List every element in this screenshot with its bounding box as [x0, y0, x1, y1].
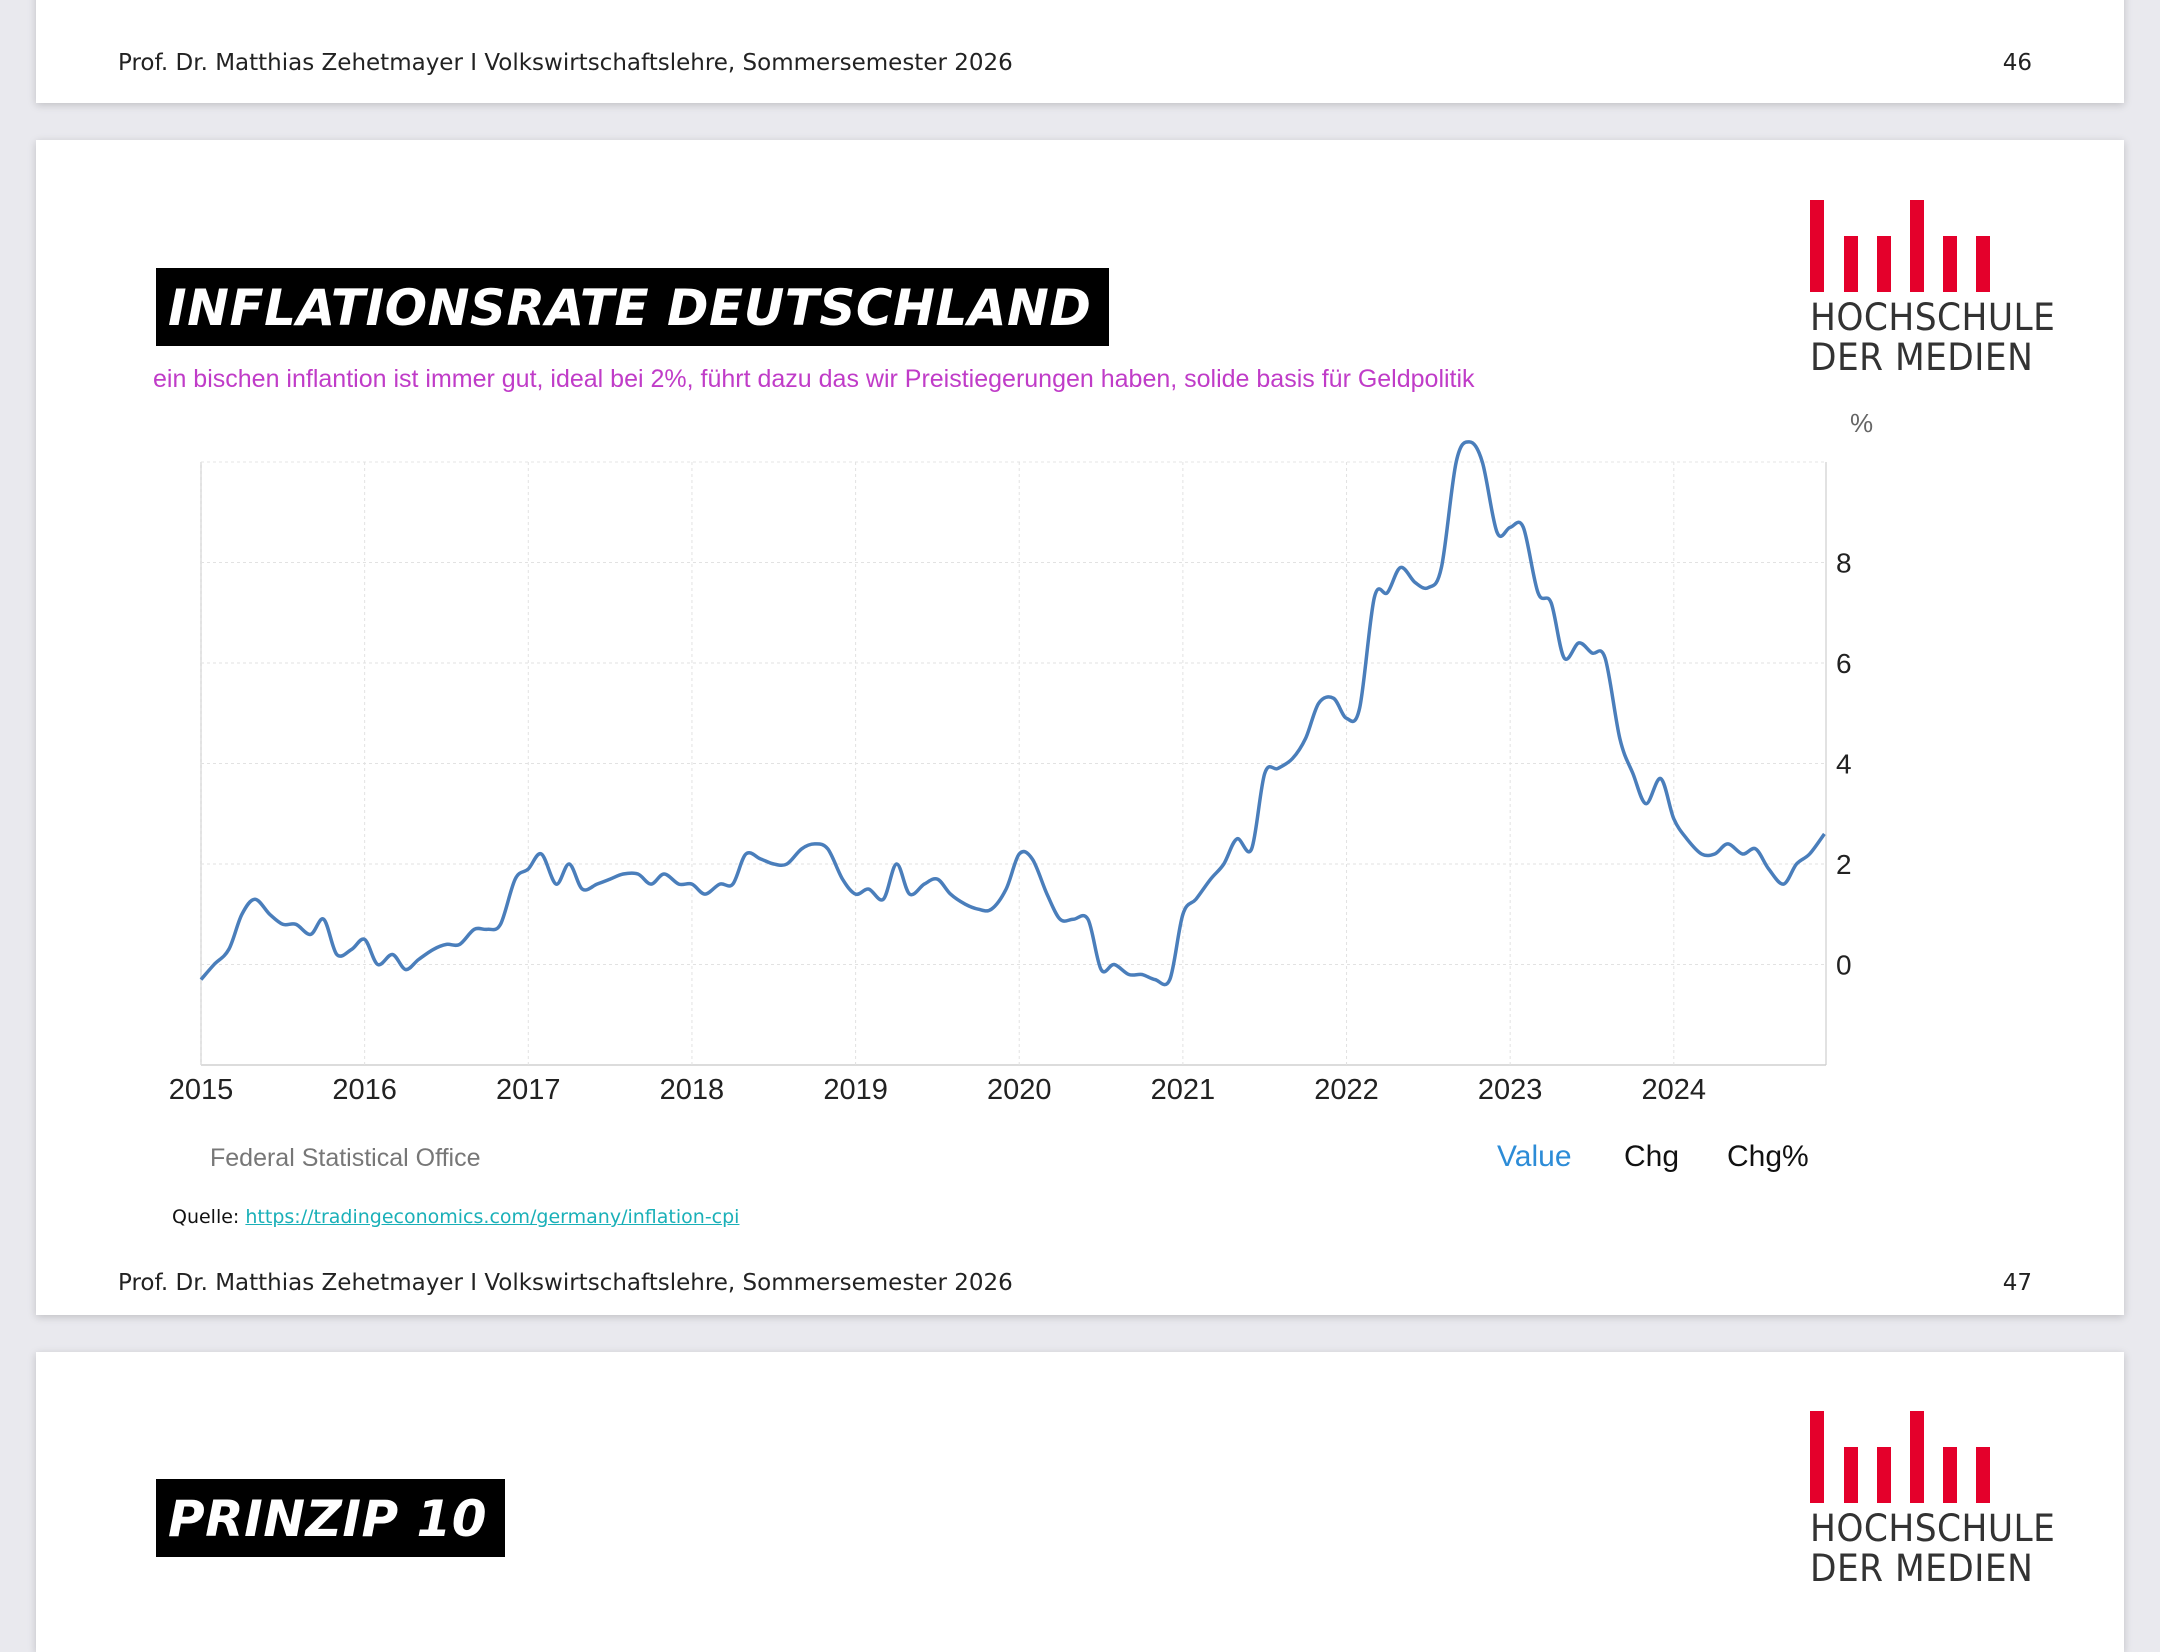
- x-tick-label: 2018: [660, 1074, 725, 1106]
- inflation-chart: 0 2 4 6 8 2015 2016 2017 2018 2019 2020 2021 2022 20…: [169, 408, 1873, 1106]
- legend-chg-tab[interactable]: Chg: [1624, 1140, 1680, 1173]
- x-tick-label: 2019: [823, 1074, 888, 1106]
- source-line: Quelle: https://tradingeconomics.com/ger…: [172, 1206, 739, 1228]
- x-tick-label: 2021: [1151, 1074, 1216, 1106]
- y-tick-label: 6: [1836, 648, 1852, 679]
- slide-46: Prof. Dr. Matthias Zehetmayer I Volkswir…: [36, 0, 2124, 103]
- x-tick-label: 2015: [169, 1074, 234, 1106]
- series-line-value: [199, 440, 1826, 987]
- x-tick-label: 2017: [496, 1074, 561, 1106]
- slide-title: INFLATIONSRATE DEUTSCHLAND: [156, 268, 1110, 346]
- chart-source-label: Federal Statistical Office: [210, 1144, 481, 1172]
- hdm-logo: HOCHSCHULE DER MEDIEN: [1810, 200, 2055, 379]
- y-tick-label: 8: [1836, 548, 1852, 579]
- y-tick-label: 2: [1836, 849, 1852, 880]
- logo-text-line1: HOCHSCHULE: [1810, 1507, 2056, 1550]
- hdm-logo: HOCHSCHULE DER MEDIEN: [1810, 1411, 2056, 1590]
- footer-author: Prof. Dr. Matthias Zehetmayer I Volkswir…: [118, 50, 1013, 76]
- y-tick-label: 4: [1836, 749, 1852, 780]
- slide-48: PRINZIP 10 HOCHSCHULE DER MEDIEN: [36, 1352, 2124, 1652]
- x-tick-label: 2016: [332, 1074, 397, 1106]
- legend-chgpct-tab[interactable]: Chg%: [1727, 1140, 1809, 1173]
- logo-text-line2: DER MEDIEN: [1810, 1547, 2034, 1590]
- footer-author: Prof. Dr. Matthias Zehetmayer I Volkswir…: [118, 1270, 1013, 1296]
- page-number: 46: [2002, 50, 2032, 76]
- slide-subtitle: ein bischen inflantion ist immer gut, id…: [153, 365, 1475, 393]
- logo-text-line2: DER MEDIEN: [1810, 336, 2034, 379]
- x-tick-label: 2022: [1314, 1074, 1379, 1106]
- x-tick-label: 2023: [1478, 1074, 1543, 1106]
- logo-bars-icon: [1810, 200, 2020, 292]
- slide-47: INFLATIONSRATE DEUTSCHLAND HOCHSCHULE DE…: [36, 140, 2124, 1315]
- y-tick-label: 0: [1836, 950, 1852, 981]
- y-unit-label: %: [1850, 408, 1873, 438]
- slide-title: PRINZIP 10: [156, 1479, 506, 1557]
- source-link[interactable]: https://tradingeconomics.com/germany/inf…: [245, 1206, 740, 1228]
- legend-value-tab[interactable]: Value: [1497, 1140, 1572, 1173]
- logo-bars-icon: [1810, 1411, 2020, 1503]
- x-tick-label: 2020: [987, 1074, 1052, 1106]
- x-tick-label: 2024: [1642, 1074, 1707, 1106]
- slide-footer: Prof. Dr. Matthias Zehetmayer I Volkswir…: [118, 1270, 2032, 1296]
- source-label: Quelle:: [172, 1206, 240, 1228]
- page-number: 47: [2002, 1270, 2032, 1296]
- slide-footer: Prof. Dr. Matthias Zehetmayer I Volkswir…: [118, 50, 2032, 76]
